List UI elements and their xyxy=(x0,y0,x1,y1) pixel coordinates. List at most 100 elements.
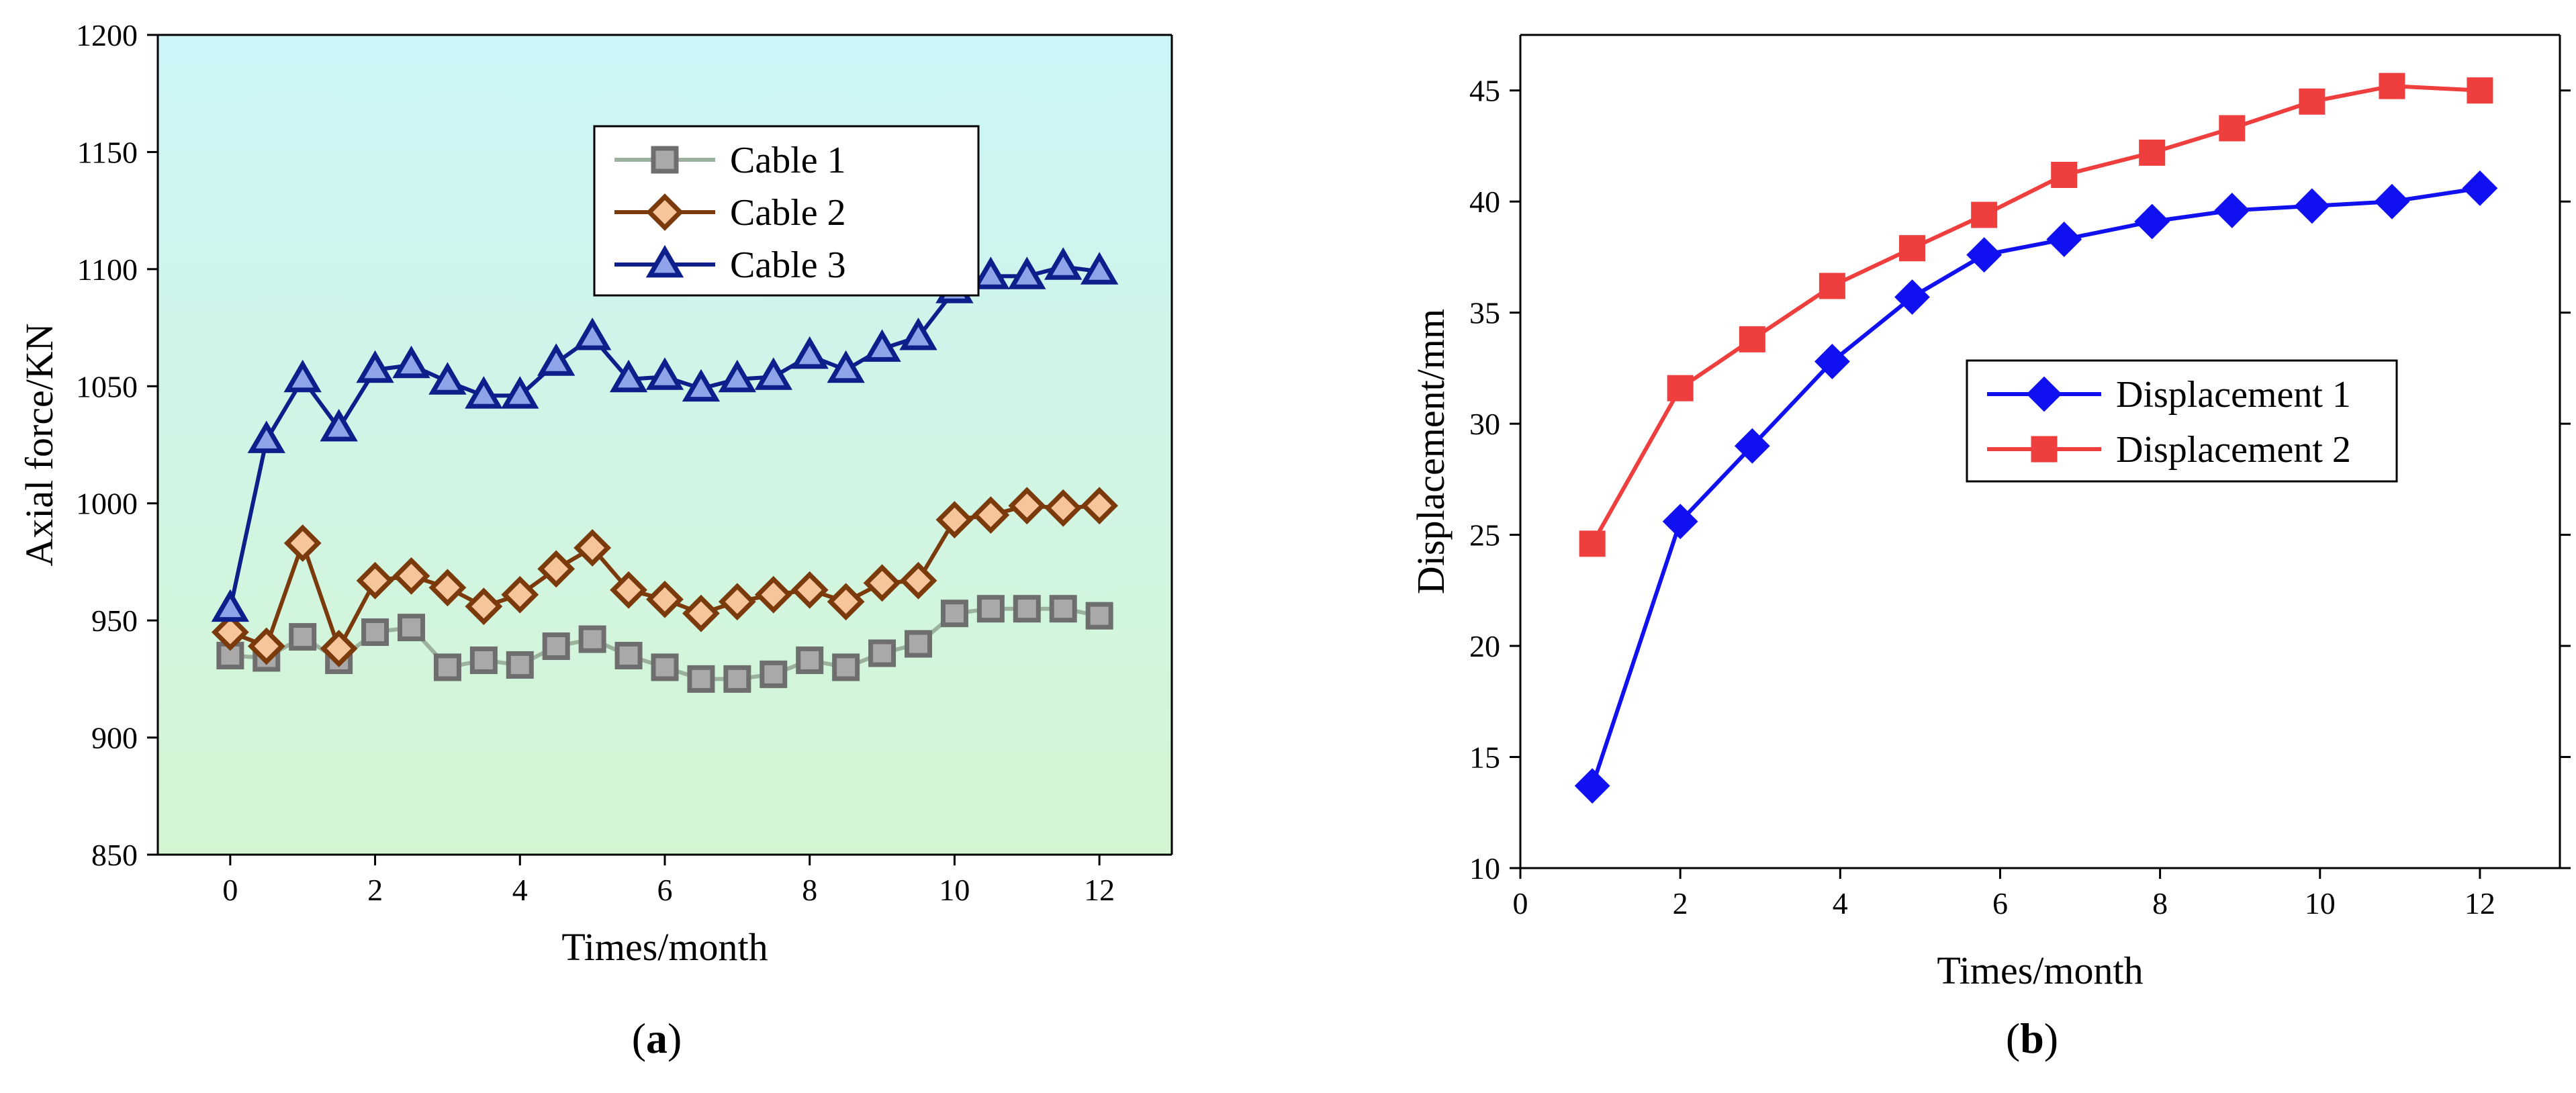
data-point xyxy=(542,632,570,661)
y-tick-label: 45 xyxy=(1469,74,1500,108)
panel-label-letter: a xyxy=(646,1014,668,1062)
y-axis-title: Displacement/mm xyxy=(1409,309,1453,594)
data-point xyxy=(1049,595,1077,623)
data-point xyxy=(537,343,576,376)
legend-item: Displacement 2 xyxy=(1987,429,2351,471)
y-axis-title: Axial force/KN xyxy=(17,323,61,566)
data-point xyxy=(718,583,756,621)
legend-marker xyxy=(646,193,684,231)
data-point xyxy=(320,630,358,667)
data-point xyxy=(1080,252,1119,285)
data-point xyxy=(320,409,358,442)
y-tick-label: 10 xyxy=(1469,851,1500,886)
y-tick-label: 950 xyxy=(91,604,138,638)
y-tick-label: 30 xyxy=(1469,407,1500,441)
y-tick-label: 1200 xyxy=(76,18,138,52)
data-point xyxy=(1008,256,1046,289)
data-point xyxy=(609,359,648,393)
chart-panel-a: 0 2 4 6 8 10 12 850 900 950 1000 1050 1100 1150 1200 Ti… xyxy=(17,18,1173,1062)
data-point xyxy=(1971,201,1998,228)
legend-label: Displacement 2 xyxy=(2116,429,2351,471)
data-point xyxy=(1667,375,1694,401)
legend-label: Cable 2 xyxy=(730,192,846,234)
legend-item: Cable 2 xyxy=(614,192,846,234)
data-point xyxy=(1044,489,1083,527)
legend-marker xyxy=(651,146,679,174)
data-point xyxy=(2294,188,2330,224)
data-point xyxy=(687,665,715,693)
data-point xyxy=(506,651,534,679)
legend-item: Cable 3 xyxy=(614,244,846,286)
data-point xyxy=(469,646,498,674)
data-point xyxy=(573,317,612,350)
data-point xyxy=(2046,222,2082,257)
legend-marker xyxy=(2026,376,2062,412)
data-point xyxy=(428,569,467,607)
data-point xyxy=(2379,73,2405,99)
data-point xyxy=(827,583,865,621)
x-tick-label: 10 xyxy=(2305,886,2336,920)
data-point xyxy=(1819,273,1845,299)
panel-label-open: ( xyxy=(2006,1014,2020,1062)
legend-item: Cable 1 xyxy=(614,140,846,181)
y-tick-label: 20 xyxy=(1469,629,1500,663)
legend-marker xyxy=(645,244,684,278)
data-point xyxy=(573,529,612,567)
data-point xyxy=(976,595,1005,623)
data-point xyxy=(754,357,792,390)
data-point xyxy=(2214,193,2250,228)
data-point xyxy=(754,575,792,614)
y-tick-label: 1000 xyxy=(76,487,138,521)
legend-item: Displacement 1 xyxy=(1987,374,2351,416)
x-tick-label: 0 xyxy=(222,873,238,907)
data-point xyxy=(1013,595,1041,623)
data-point xyxy=(1894,279,1930,315)
data-point xyxy=(682,369,721,402)
data-point xyxy=(1662,504,1698,540)
x-tick-label: 2 xyxy=(367,873,383,907)
chart-panel-b: 0 2 4 6 8 10 12 10 15 20 25 30 35 40 45 Times/month Disp… xyxy=(1409,34,2571,1062)
panel-label-open: ( xyxy=(632,1014,646,1062)
data-point xyxy=(247,627,285,665)
panel-label: (b) xyxy=(2006,1014,2058,1062)
data-point xyxy=(827,350,865,383)
panel-label-close: ) xyxy=(668,1014,682,1062)
x-tick-label: 6 xyxy=(1992,886,2008,920)
data-point xyxy=(392,345,430,379)
data-point xyxy=(578,625,606,653)
data-point xyxy=(832,653,860,681)
data-point xyxy=(2467,77,2493,104)
legend-label: Displacement 1 xyxy=(2116,374,2351,416)
legend-marker xyxy=(2031,436,2058,463)
data-point xyxy=(2462,170,2498,206)
data-point xyxy=(283,359,322,393)
data-point xyxy=(935,501,974,539)
data-point xyxy=(1080,487,1119,525)
legend-label: Cable 1 xyxy=(730,140,846,181)
data-point xyxy=(283,524,322,562)
data-point xyxy=(465,376,503,409)
y-tick-label: 1150 xyxy=(77,135,138,169)
x-axis-title: Times/month xyxy=(561,925,768,969)
data-point xyxy=(718,359,757,393)
data-point xyxy=(1814,344,1850,379)
panel-label-close: ) xyxy=(2044,1014,2058,1062)
panel-label: (a) xyxy=(632,1014,682,1062)
x-tick-label: 0 xyxy=(1513,886,1528,920)
data-point xyxy=(1734,428,1770,464)
data-point xyxy=(2134,203,2170,240)
data-point xyxy=(428,362,467,395)
legend-label: Cable 3 xyxy=(730,244,846,286)
data-point xyxy=(972,256,1010,289)
panel-label-letter: b xyxy=(2020,1014,2044,1062)
data-point xyxy=(433,653,461,681)
data-point xyxy=(356,561,394,600)
data-point xyxy=(614,641,643,669)
data-point xyxy=(1579,530,1606,557)
data-point xyxy=(398,614,425,642)
x-axis-title: Times/month xyxy=(1937,949,2143,992)
data-point xyxy=(356,350,394,383)
data-point xyxy=(1044,247,1083,280)
data-point xyxy=(2299,88,2326,115)
